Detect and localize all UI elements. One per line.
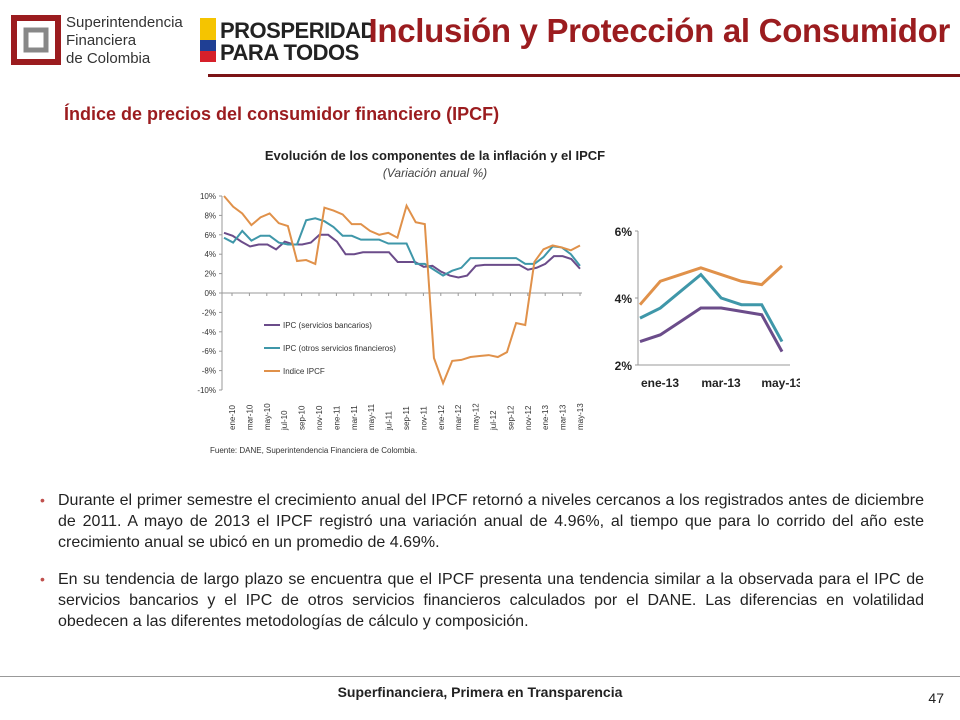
- bullet-icon: •: [40, 492, 45, 508]
- legend-label: IPC (otros servicios financieros): [283, 344, 396, 353]
- bullet-item: • Durante el primer semestre el crecimie…: [40, 490, 924, 553]
- sfc-logo-icon: [11, 15, 61, 65]
- y-tick-label: 8%: [204, 211, 216, 220]
- chart-title: Evolución de los componentes de la infla…: [265, 148, 605, 163]
- zoom-chart: 6% 4% 2% ene-13 mar-13 may-13: [615, 225, 800, 390]
- page-number: 47: [928, 690, 944, 706]
- zoom-chart-axes: 6% 4% 2% ene-13 mar-13 may-13: [615, 225, 800, 390]
- y-tick-label: 0%: [204, 289, 216, 298]
- x-tick-label: mar-10: [245, 404, 254, 430]
- x-tick-label: may-10: [263, 403, 272, 430]
- y-tick-label: 4%: [204, 250, 216, 259]
- prosperidad-logo-text: PROSPERIDAD PARA TODOS: [220, 20, 376, 64]
- zoom-series-line: [639, 306, 784, 353]
- legend-label: Indice IPCF: [283, 367, 325, 376]
- y-tick-label: -4%: [202, 328, 216, 337]
- prosperidad-line: PARA TODOS: [220, 40, 359, 65]
- x-tick-label: ene-13: [541, 405, 550, 430]
- zoom-series-line: [639, 272, 784, 343]
- x-tick-label: may-13: [576, 403, 585, 430]
- y-tick-label: 2%: [204, 270, 216, 279]
- zoom-y-tick-label: 4%: [615, 292, 633, 306]
- prosperidad-logo: PROSPERIDAD PARA TODOS: [200, 10, 376, 70]
- legend-label: IPC (servicios bancarios): [283, 321, 372, 330]
- x-tick-label: sep-10: [298, 405, 307, 430]
- prosperidad-line: PROSPERIDAD: [220, 18, 376, 43]
- x-tick-label: may-12: [472, 403, 481, 430]
- sfc-logo-text: Superintendencia Financiera de Colombia: [66, 14, 183, 68]
- sfc-logo: Superintendencia Financiera de Colombia: [8, 8, 198, 68]
- x-tick-label: jul-10: [280, 410, 289, 431]
- bullet-icon: •: [40, 571, 45, 587]
- y-tick-label: 10%: [200, 192, 216, 201]
- x-tick-label: nov-11: [419, 406, 428, 430]
- chart-subtitle: (Variación anual %): [383, 166, 487, 180]
- bullet-item: • En su tendencia de largo plazo se encu…: [40, 569, 924, 632]
- bullet-text: Durante el primer semestre el crecimient…: [58, 492, 924, 551]
- x-tick-label: nov-12: [524, 405, 533, 430]
- series-line: [223, 195, 581, 386]
- x-tick-label: ene-11: [332, 405, 341, 430]
- x-tick-label: ene-10: [228, 405, 237, 430]
- chart-source: Fuente: DANE, Superintendencia Financier…: [210, 446, 417, 455]
- footer-slogan: Superfinanciera, Primera en Transparenci…: [337, 684, 623, 700]
- y-tick-label: -6%: [202, 347, 216, 356]
- zoom-y-tick-label: 2%: [615, 359, 633, 373]
- x-tick-label: ene-12: [437, 405, 446, 430]
- bullet-text: En su tendencia de largo plazo se encuen…: [58, 571, 924, 630]
- main-chart: Evolución de los componentes de la infla…: [197, 148, 605, 455]
- page-title: Inclusión y Protección al Consumidor: [368, 12, 951, 49]
- footer-divider: [0, 676, 960, 677]
- section-subtitle: Índice de precios del consumidor financi…: [64, 104, 500, 124]
- y-tick-label: -8%: [202, 367, 216, 376]
- zoom-series-line: [638, 264, 784, 306]
- sfc-logo-line: Superintendencia: [66, 14, 183, 31]
- sfc-logo-line: Financiera: [66, 32, 137, 49]
- bullet-list: • Durante el primer semestre el crecimie…: [40, 490, 924, 648]
- sfc-logo-line: de Colombia: [66, 50, 151, 67]
- series-line: [223, 231, 581, 279]
- series-line: [223, 217, 581, 277]
- colombia-flag-icon: [200, 18, 216, 62]
- x-tick-label: mar-12: [454, 404, 463, 430]
- chart-grid: 10% 8% 6% 4% 2% 0% -2% -4% -6% -8% -10% ene-10 mar-1…: [197, 192, 585, 431]
- chart-series: [223, 195, 581, 386]
- x-tick-label: nov-10: [315, 405, 324, 430]
- zoom-x-tick-label: mar-13: [701, 376, 741, 390]
- zoom-chart-series: [638, 264, 784, 353]
- zoom-x-tick-label: may-13: [761, 376, 800, 390]
- x-tick-label: mar-11: [350, 405, 359, 430]
- x-tick-label: sep-11: [402, 406, 411, 430]
- y-tick-label: -10%: [197, 386, 216, 395]
- x-tick-label: sep-12: [506, 405, 515, 430]
- x-tick-label: may-11: [367, 403, 376, 430]
- zoom-y-tick-label: 6%: [615, 225, 633, 239]
- header-divider: [208, 74, 960, 77]
- x-tick-label: jul-11: [385, 410, 394, 431]
- y-tick-label: -2%: [202, 308, 216, 317]
- chart-legend: IPC (servicios bancarios) IPC (otros serv…: [264, 321, 396, 376]
- x-tick-label: mar-13: [559, 404, 568, 430]
- x-tick-label: jul-12: [489, 410, 498, 431]
- y-tick-label: 6%: [204, 231, 216, 240]
- zoom-x-tick-label: ene-13: [641, 376, 679, 390]
